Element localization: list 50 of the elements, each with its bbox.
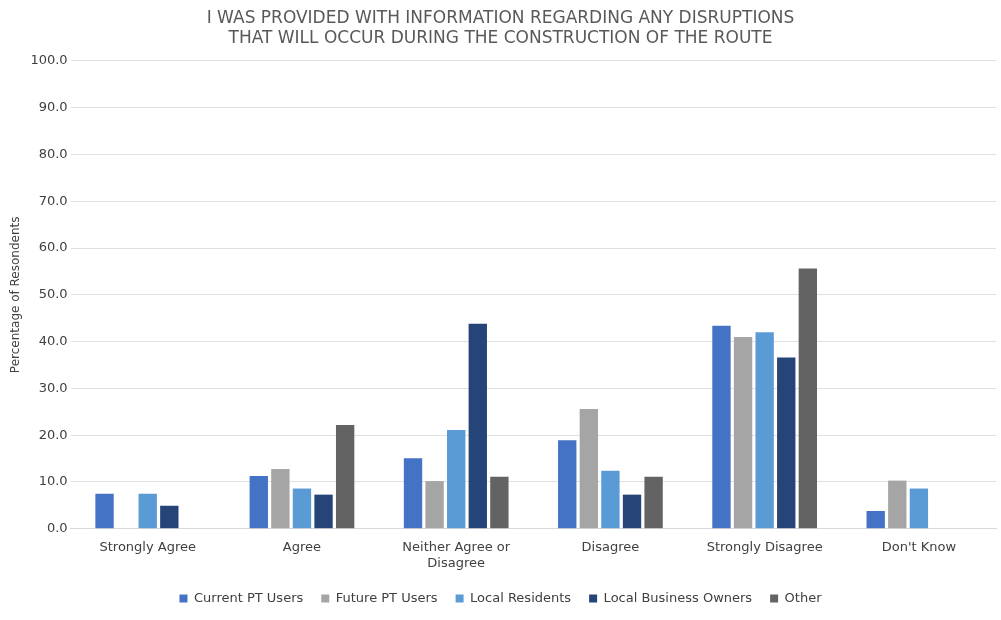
x-tick-label: Strongly Agree bbox=[99, 538, 196, 554]
bar bbox=[138, 493, 157, 529]
bar bbox=[314, 494, 333, 529]
bar bbox=[733, 336, 753, 529]
bar bbox=[447, 430, 466, 529]
bar bbox=[468, 323, 487, 529]
y-tick-label: 20.0 bbox=[38, 426, 68, 442]
legend-label: Local Residents bbox=[470, 589, 572, 605]
bar bbox=[909, 488, 929, 529]
bar bbox=[558, 440, 577, 529]
bar bbox=[755, 332, 774, 529]
bar bbox=[160, 505, 179, 529]
chart-title: I WAS PROVIDED WITH INFORMATION REGARDING ANY DISRUPTIONS THAT WILL OCCUR DURING THE CONSTRUCTION OF THE ROUTE bbox=[206, 6, 795, 48]
x-tick-label: Disagree bbox=[581, 538, 640, 554]
bar bbox=[490, 476, 509, 529]
bar bbox=[249, 475, 268, 529]
bar bbox=[888, 480, 907, 529]
bar bbox=[579, 408, 599, 529]
x-tick-label: Neither Agree or Disagree bbox=[402, 538, 511, 570]
legend-label: Future PT Users bbox=[335, 589, 438, 605]
bar bbox=[798, 268, 818, 529]
bar bbox=[777, 357, 796, 529]
y-tick-label: 50.0 bbox=[38, 286, 68, 302]
y-tick-label: 60.0 bbox=[38, 239, 68, 255]
bar bbox=[601, 470, 620, 529]
y-tick-label: 90.0 bbox=[38, 98, 68, 114]
bar bbox=[95, 493, 114, 529]
x-tick-label: Strongly Disagree bbox=[706, 538, 823, 554]
bar bbox=[866, 511, 885, 529]
y-tick-label: 30.0 bbox=[38, 379, 68, 395]
y-tick-label: 70.0 bbox=[38, 192, 68, 208]
y-tick-label: 0.0 bbox=[46, 520, 68, 536]
x-tick-label: Agree bbox=[282, 538, 322, 554]
legend-label: Other bbox=[784, 589, 823, 605]
bar bbox=[271, 468, 290, 529]
bar bbox=[644, 476, 663, 529]
bar bbox=[335, 424, 355, 529]
y-tick-label: 80.0 bbox=[38, 145, 68, 161]
bar bbox=[292, 488, 312, 529]
bar bbox=[403, 458, 423, 529]
legend-label: Current PT Users bbox=[193, 589, 304, 605]
y-tick-label: 100.0 bbox=[30, 52, 68, 68]
y-tick-label: 10.0 bbox=[38, 473, 68, 489]
x-tick-label: Don't Know bbox=[881, 538, 957, 554]
y-tick-label: 40.0 bbox=[38, 332, 68, 348]
bar bbox=[712, 325, 731, 529]
legend-label: Local Business Owners bbox=[603, 589, 753, 605]
y-axis-title: Percentage of Resondents bbox=[8, 216, 23, 374]
bar bbox=[622, 494, 642, 529]
bar bbox=[425, 481, 444, 529]
